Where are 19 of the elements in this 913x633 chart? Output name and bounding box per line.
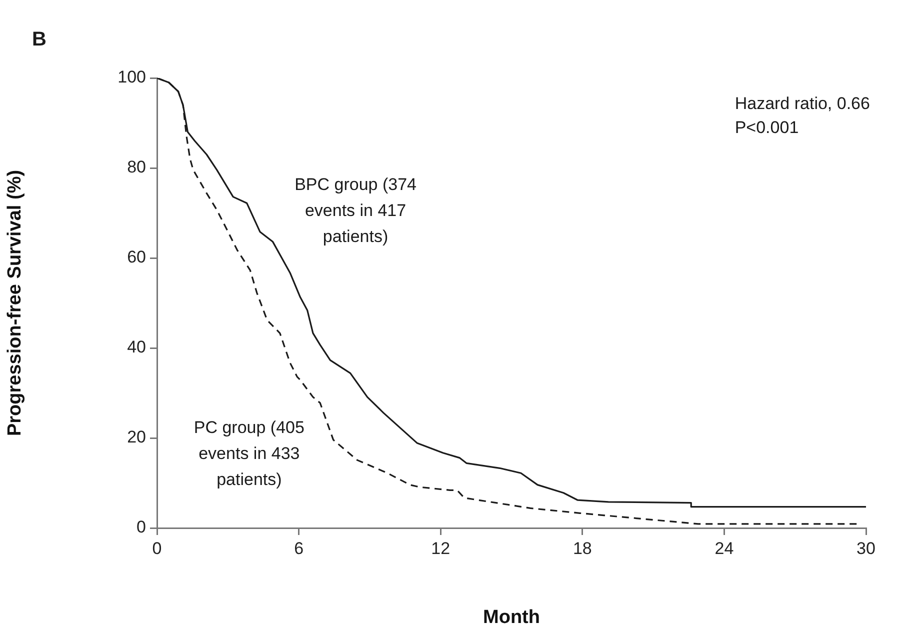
x-tick-label: 6 bbox=[294, 538, 304, 558]
annotation: P<0.001 bbox=[734, 118, 799, 138]
series-label: BPC group (374 events in 417 patients) bbox=[294, 175, 416, 246]
x-axis-title: Month bbox=[483, 606, 540, 628]
y-tick-label: 80 bbox=[127, 158, 146, 177]
y-tick-label: 40 bbox=[127, 338, 146, 357]
y-tick-label: 20 bbox=[127, 428, 146, 447]
y-tick-label: 100 bbox=[118, 68, 146, 87]
y-tick-label: 0 bbox=[136, 518, 146, 537]
series-label: PC group (405 events in 433 patients) bbox=[194, 418, 304, 490]
y-tick-label: 60 bbox=[127, 248, 146, 267]
x-tick-label: 24 bbox=[714, 538, 734, 558]
x-tick-label: 30 bbox=[856, 538, 876, 558]
chart-title: B bbox=[32, 28, 46, 51]
x-tick-label: 12 bbox=[431, 538, 450, 558]
x-tick-label: 0 bbox=[152, 538, 162, 558]
x-tick-label: 18 bbox=[572, 538, 592, 558]
y-axis-title: Progression-free Survival (%) bbox=[4, 170, 26, 436]
annotation: Hazard ratio, 0.66 bbox=[734, 94, 870, 114]
